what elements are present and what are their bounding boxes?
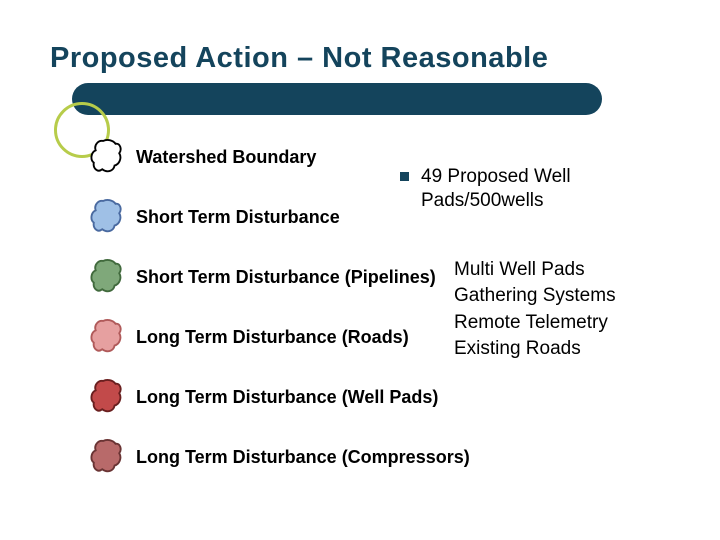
legend-label: Long Term Disturbance (Roads) <box>136 327 409 348</box>
legend-column: Watershed Boundary Short Term Disturbance… <box>90 133 390 477</box>
legend-label: Watershed Boundary <box>136 147 316 168</box>
legend-label: Long Term Disturbance (Compressors) <box>136 447 470 468</box>
slide-title: Proposed Action – Not Reasonable <box>50 42 720 75</box>
main-bullet-row: 49 Proposed Well Pads/500wells <box>400 165 680 213</box>
square-bullet-icon <box>400 172 409 181</box>
right-column: 49 Proposed Well Pads/500wells Multi Wel… <box>400 165 680 363</box>
legend-blob-icon <box>90 257 124 297</box>
legend-blob-icon <box>90 317 124 357</box>
legend-item: Short Term Disturbance <box>90 197 390 237</box>
sublist: Multi Well PadsGathering SystemsRemote T… <box>454 257 680 363</box>
legend-label: Short Term Disturbance (Pipelines) <box>136 267 436 288</box>
title-underline-bar <box>72 83 602 115</box>
legend-label: Long Term Disturbance (Well Pads) <box>136 387 438 408</box>
legend-item: Long Term Disturbance (Compressors) <box>90 437 390 477</box>
legend-blob-icon <box>90 197 124 237</box>
sublist-item: Gathering Systems <box>454 283 680 310</box>
legend-item: Watershed Boundary <box>90 137 390 177</box>
legend-blob-icon <box>90 437 124 477</box>
sublist-item: Remote Telemetry <box>454 310 680 337</box>
sublist-item: Multi Well Pads <box>454 257 680 284</box>
legend-label: Short Term Disturbance <box>136 207 340 228</box>
legend-item: Long Term Disturbance (Roads) <box>90 317 390 357</box>
legend-item: Short Term Disturbance (Pipelines) <box>90 257 390 297</box>
sublist-item: Existing Roads <box>454 336 680 363</box>
legend-blob-icon <box>90 137 124 177</box>
legend-blob-icon <box>90 377 124 417</box>
main-bullet-text: 49 Proposed Well Pads/500wells <box>421 165 680 213</box>
legend-item: Long Term Disturbance (Well Pads) <box>90 377 390 417</box>
